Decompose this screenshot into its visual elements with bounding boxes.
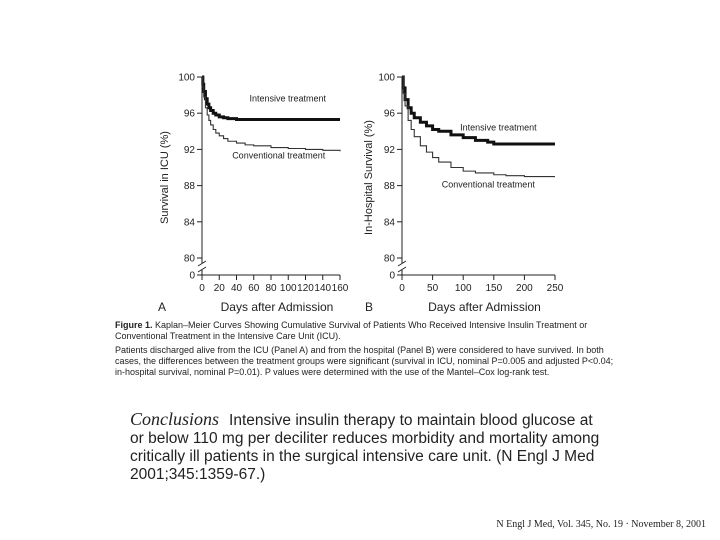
y-tick-label: 88: [384, 181, 396, 192]
conclusions-block: Conclusions Intensive insulin therapy to …: [130, 410, 600, 484]
x-tick-label: 40: [231, 283, 243, 294]
y-tick-label: 80: [184, 254, 196, 265]
y-tick-label: 96: [184, 109, 196, 120]
series-label: Intensive treatment: [460, 122, 537, 132]
x-tick-label: 120: [297, 283, 314, 294]
axis-break-mark: [397, 260, 407, 267]
x-tick-label: 140: [314, 283, 331, 294]
y-tick-label: 96: [384, 109, 396, 120]
x-tick-label: 20: [214, 283, 226, 294]
caption-title: Kaplan–Meier Curves Showing Cumulative S…: [115, 320, 588, 341]
x-tick-label: 60: [248, 283, 260, 294]
y-tick-label: 80: [384, 254, 396, 265]
series-line-intensive: [201, 75, 340, 122]
series-label: Conventional treatment: [442, 179, 536, 189]
x-tick-label: 250: [547, 283, 564, 294]
x-tick-label: 160: [332, 283, 349, 294]
y-tick-label-zero: 0: [189, 271, 195, 282]
y-tick-label: 92: [184, 145, 196, 156]
caption-body: Patients discharged alive from the ICU (…: [115, 345, 614, 377]
y-tick-label: 100: [378, 73, 395, 84]
y-tick-label: 88: [184, 181, 196, 192]
y-tick-label: 92: [384, 145, 396, 156]
y-tick-label: 100: [178, 73, 195, 84]
axis-break-mark: [197, 260, 207, 267]
y-axis-title: In-Hospital Survival (%): [363, 120, 375, 235]
y-axis-title: Survival in ICU (%): [159, 131, 171, 224]
y-tick-label: 84: [184, 217, 196, 228]
y-tick-label-zero: 0: [389, 271, 395, 282]
series-label: Intensive treatment: [249, 93, 326, 103]
axis-break-mark: [397, 266, 407, 273]
caption-title-paragraph: Figure 1. Kaplan–Meier Curves Showing Cu…: [115, 320, 615, 342]
figure-caption: Figure 1. Kaplan–Meier Curves Showing Cu…: [115, 320, 615, 381]
x-tick-label: 200: [516, 283, 533, 294]
caption-figure-label: Figure 1.: [115, 320, 153, 330]
x-tick-label: 0: [199, 283, 205, 294]
x-tick-label: 0: [399, 283, 405, 294]
x-tick-label: 50: [427, 283, 439, 294]
conclusions-text: Intensive insulin therapy to maintain bl…: [130, 412, 600, 483]
x-tick-label: 100: [455, 283, 472, 294]
x-tick-label: 100: [280, 283, 297, 294]
series-line-intensive: [401, 75, 555, 146]
x-axis-title: Days after Admission: [221, 300, 334, 314]
x-tick-label: 80: [265, 283, 277, 294]
axis-break-mark: [197, 266, 207, 273]
x-tick-label: 150: [485, 283, 502, 294]
panel-label: B: [365, 300, 373, 314]
series-label: Conventional treatment: [232, 150, 326, 160]
x-axis-title: Days after Admission: [428, 300, 541, 314]
series-line-conventional: [202, 76, 341, 152]
series-line-conventional: [402, 76, 555, 178]
conclusions-heading: Conclusions: [130, 409, 220, 429]
panel-label: A: [158, 300, 166, 314]
journal-citation: N Engl J Med, Vol. 345, No. 19 · Novembe…: [496, 519, 706, 530]
y-tick-label: 84: [384, 217, 396, 228]
